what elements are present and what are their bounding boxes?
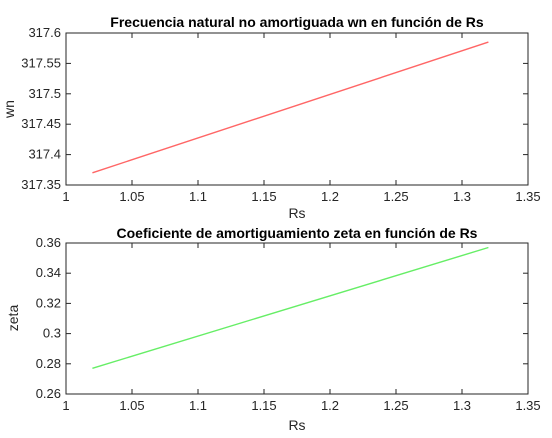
y-axis-label-zeta: zeta [5,305,21,332]
series-wn [92,41,489,174]
x-tick-label-wn: 1.25 [383,189,408,204]
x-tick-label-zeta: 1.15 [251,398,276,413]
y-tick-label-wn: 317.35 [21,177,61,192]
x-axis-label-wn: Rs [288,205,305,221]
y-tick-label-zeta: 0.28 [36,356,61,371]
x-tick-label-wn: 1.35 [515,189,540,204]
y-ticks-wn: 317.35 317.4 317.45 317.5 317.55 317.6 [21,25,528,192]
y-tick-label-wn: 317.45 [21,116,61,131]
x-tick-label-wn: 1.1 [189,189,207,204]
y-tick-label-zeta: 0.34 [36,265,61,280]
y-tick-label-zeta: 0.36 [36,235,61,250]
y-ticks-zeta: 0.26 0.28 0.3 0.32 0.34 0.36 [36,235,528,401]
chart-wn: Frecuencia natural no amortiguada wn en … [1,14,541,221]
x-ticks-zeta: 1 1.05 1.1 1.15 1.2 1.25 1.3 1.35 [62,243,541,413]
x-axis-label-zeta: Rs [288,417,305,433]
plot-area-wn [65,32,529,186]
y-tick-label-wn: 317.5 [28,86,61,101]
series-zeta [92,246,489,369]
chart-title-zeta: Coeficiente de amortiguamiento zeta en f… [117,225,478,241]
y-tick-label-zeta: 0.32 [36,295,61,310]
y-tick-label-zeta: 0.3 [43,326,61,341]
x-tick-label-zeta: 1.25 [383,398,408,413]
series-line-wn [92,41,489,174]
x-tick-label-zeta: 1.35 [515,398,540,413]
x-tick-label-zeta: 1.05 [119,398,144,413]
x-tick-label-wn: 1.2 [321,189,339,204]
chart-title-wn: Frecuencia natural no amortiguada wn en … [110,14,484,30]
series-line-zeta [92,246,489,369]
y-tick-label-wn: 317.6 [28,25,61,40]
chart-zeta: Coeficiente de amortiguamiento zeta en f… [5,225,541,433]
y-tick-label-wn: 317.55 [21,55,61,70]
x-tick-label-zeta: 1 [62,398,69,413]
x-ticks-wn: 1 1.05 1.1 1.15 1.2 1.25 1.3 1.35 [62,33,541,204]
x-tick-label-wn: 1.3 [453,189,471,204]
x-tick-label-wn: 1.15 [251,189,276,204]
plot-area-zeta [65,242,529,395]
x-tick-label-wn: 1.05 [119,189,144,204]
x-tick-label-zeta: 1.2 [321,398,339,413]
x-tick-label-zeta: 1.1 [189,398,207,413]
x-tick-label-wn: 1 [62,189,69,204]
y-tick-label-wn: 317.4 [28,147,61,162]
y-axis-label-wn: wn [1,100,17,119]
y-tick-label-zeta: 0.26 [36,386,61,401]
x-tick-label-zeta: 1.3 [453,398,471,413]
